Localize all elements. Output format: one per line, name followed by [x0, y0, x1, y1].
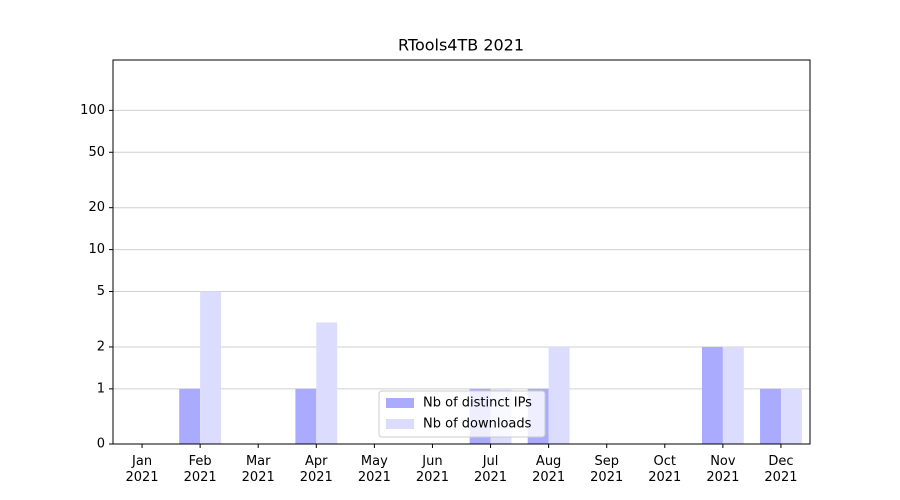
x-tick-label: May 2021: [358, 454, 391, 485]
grid: [113, 109, 810, 445]
legend-swatch: [386, 398, 414, 408]
x-tick-label: Feb 2021: [184, 454, 217, 485]
bar: [179, 388, 201, 444]
legend-swatch: [386, 419, 414, 429]
chart-title: RTools4TB 2021: [398, 36, 524, 55]
bar: [780, 388, 802, 444]
x-tick-label: Dec 2021: [764, 454, 797, 485]
bar: [295, 388, 317, 444]
x-tick-label: Jun 2021: [416, 454, 449, 485]
x-tick-label: Jan 2021: [125, 454, 158, 485]
y-tick-label: 20: [88, 200, 105, 215]
y-tick-label: 1: [97, 381, 105, 396]
legend-box: [378, 390, 546, 438]
bar: [548, 346, 570, 444]
y-tick-label: 10: [88, 242, 105, 257]
x-tick-label: Oct 2021: [648, 454, 681, 485]
bar: [701, 346, 723, 444]
legend-label: Nb of downloads: [423, 417, 532, 432]
x-tick-label: Apr 2021: [300, 454, 333, 485]
y-tick-label: 0: [97, 437, 105, 452]
legend-label: Nb of distinct IPs: [423, 396, 532, 411]
x-tick-label: Aug 2021: [532, 454, 565, 485]
y-tick-label: 50: [88, 145, 105, 160]
x-tick-label: Jul 2021: [474, 454, 507, 485]
y-tick-label: 100: [80, 103, 105, 118]
bar: [760, 388, 781, 444]
bar: [200, 291, 222, 444]
x-tick-label: Nov 2021: [706, 454, 739, 485]
x-tick-label: Sep 2021: [590, 454, 623, 485]
y-tick-label: 5: [97, 284, 105, 299]
plot-frame: [112, 59, 811, 445]
bar: [316, 322, 338, 444]
bar: [722, 346, 744, 444]
x-tick-label: Mar 2021: [242, 454, 275, 485]
y-tick-label: 2: [97, 339, 105, 354]
